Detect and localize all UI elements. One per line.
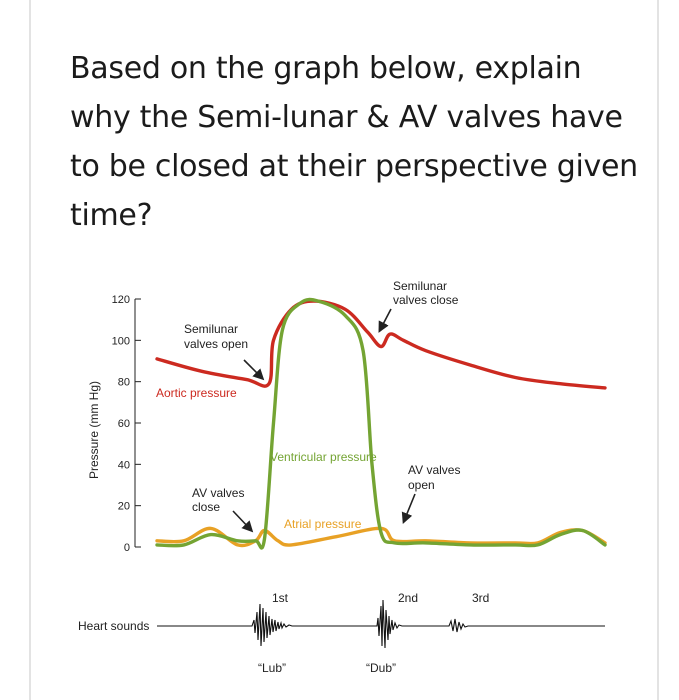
annotation-text: valves open	[184, 337, 248, 351]
heart-sound-dub: “Dub”	[366, 661, 396, 675]
atrial-pressure-line	[155, 526, 607, 548]
y-tick-label: 0	[124, 542, 130, 554]
heart-sound-3rd: 3rd	[472, 591, 489, 605]
annotation-semilunar-close: Semilunar valves close	[378, 279, 459, 333]
frame-border-left	[29, 0, 31, 700]
frame-border-right	[657, 0, 659, 700]
aortic-pressure-line	[155, 299, 607, 390]
heart-sound-lub: “Lub”	[258, 661, 286, 675]
y-axis-label: Pressure (mm Hg)	[87, 381, 101, 479]
annotation-text: AV valves	[408, 463, 460, 477]
annotation-text: Semilunar	[393, 279, 447, 293]
y-tick-label: 60	[118, 418, 130, 430]
annotation-av-open: AV valves open	[401, 463, 460, 524]
annotation-text: valves close	[393, 293, 459, 307]
y-axis: 0 20 40 60 80 100 120	[112, 294, 141, 554]
annotation-arrow	[232, 510, 254, 533]
annotation-text: close	[192, 500, 220, 514]
annotation-semilunar-open: Semilunar valves open	[184, 322, 265, 381]
y-tick-label: 80	[118, 377, 130, 389]
annotation-arrow	[401, 493, 416, 524]
annotation-text: open	[408, 478, 435, 492]
y-tick-label: 20	[118, 501, 130, 513]
heart-sounds-label: Heart sounds	[78, 619, 149, 633]
heart-sound-1st: 1st	[272, 591, 289, 605]
ventricular-pressure-label: Ventricular pressure	[270, 450, 377, 464]
ventricular-pressure-line	[155, 297, 607, 550]
series-layer	[155, 297, 607, 550]
annotation-text: Semilunar	[184, 322, 238, 336]
y-tick-label: 120	[112, 294, 130, 306]
y-tick-label: 100	[112, 335, 130, 347]
question-text: Based on the graph below, explain why th…	[70, 51, 638, 233]
annotation-av-close: AV valves close	[192, 486, 254, 533]
heart-sound-2nd: 2nd	[398, 591, 418, 605]
atrial-pressure-label: Atrial pressure	[284, 517, 362, 531]
annotation-text: AV valves	[192, 486, 244, 500]
heart-sounds-trace	[157, 599, 605, 649]
heart-sounds: Heart sounds 1st 2nd 3rd “Lub” “Dub”	[78, 591, 605, 675]
annotation-arrow	[243, 359, 265, 381]
annotation-arrow	[378, 308, 392, 333]
aortic-pressure-label: Aortic pressure	[156, 386, 237, 400]
y-tick-label: 40	[118, 459, 130, 471]
